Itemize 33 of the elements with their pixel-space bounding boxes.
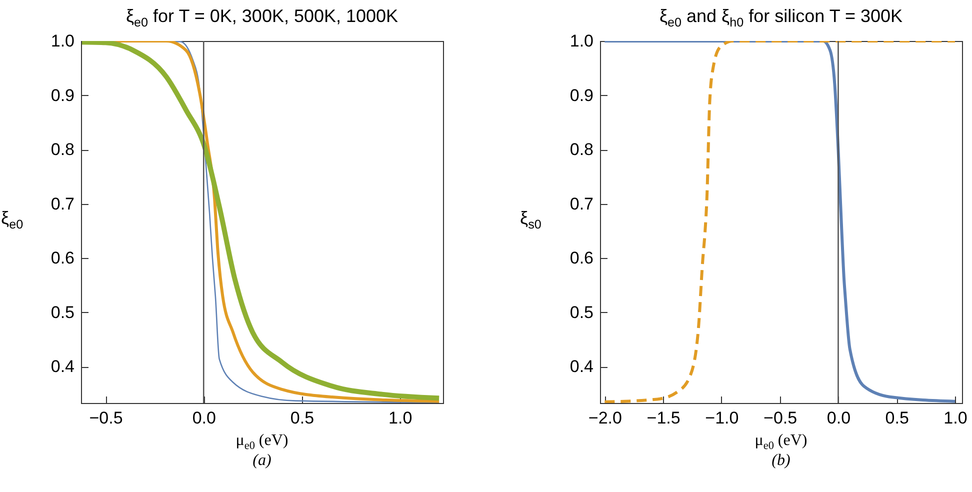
y-tick-label: 1.0 — [570, 32, 594, 50]
y-tick-label: 0.8 — [570, 140, 594, 160]
y-tick-label: 0.9 — [570, 86, 594, 105]
x-tick-label: −1.5 — [646, 408, 680, 428]
x-tick-label: 1.0 — [944, 408, 968, 428]
y-tick-label: 0.7 — [50, 194, 74, 214]
x-tick-label: −0.5 — [89, 408, 123, 428]
x-tick-label: 0.0 — [192, 408, 216, 428]
y-tick-label: 0.7 — [570, 194, 594, 214]
x-tick-label: 0.5 — [290, 408, 314, 428]
y-tick-label: 0.6 — [50, 248, 74, 268]
text: (b) — [772, 452, 790, 470]
y-axis-title: ξ$_{e0}$ — [1, 208, 24, 232]
y-tick-label: 0.8 — [50, 140, 74, 160]
x-tick-label: 0.5 — [885, 408, 909, 428]
y-tick-label: 0.5 — [50, 302, 74, 322]
x-tick-label: −1.0 — [705, 408, 739, 428]
text: (a) — [252, 452, 272, 470]
x-tick-label: −2.0 — [588, 408, 622, 428]
chart-title: ξ$_{e0}$ and ξ$_{h0}$ for silicon T = 300K — [659, 6, 903, 30]
y-axis-title: ξ$_{s0}$ — [520, 208, 542, 232]
y-tick-label: 0.9 — [50, 86, 74, 105]
y-tick-label: 0.5 — [570, 302, 594, 322]
x-tick-label: 0.0 — [826, 408, 851, 428]
y-tick-label: 0.6 — [570, 248, 594, 268]
y-tick-label: 1.0 — [50, 32, 74, 50]
x-axis-title: μ$_{e0}$ (eV) — [754, 432, 808, 452]
y-tick-label: 0.4 — [50, 357, 74, 376]
x-axis-title: μ$_{e0}$ (eV) — [236, 432, 288, 452]
x-tick-label: −0.5 — [764, 408, 798, 428]
x-tick-label: 1.0 — [388, 408, 412, 428]
chart-title: ξ$_{e0}$ for T = 0K, 300K, 500K, 1000K — [126, 6, 398, 30]
y-tick-label: 0.4 — [570, 357, 594, 376]
